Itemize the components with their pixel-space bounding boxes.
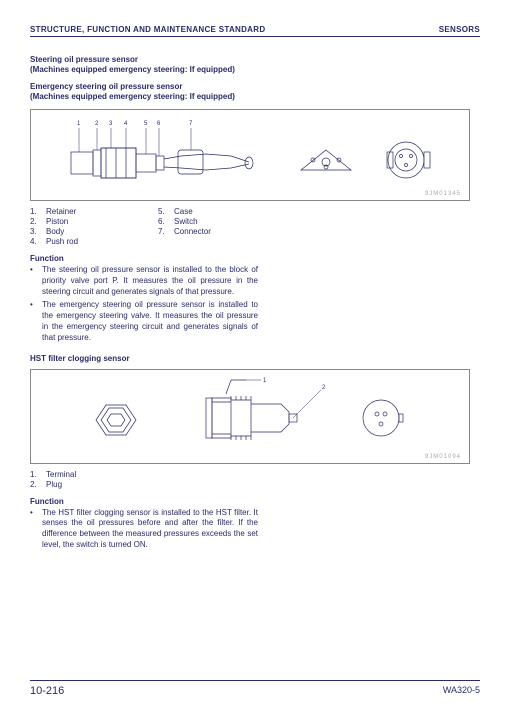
callout: 7 [189, 121, 193, 127]
function2-body: •The HST filter clogging sensor is insta… [30, 508, 258, 551]
figure1: 1 2 3 4 5 6 7 9JM01345 [30, 109, 470, 201]
page-footer: 10-216 WA320-5 [30, 680, 480, 697]
legend-item: 1.Terminal [30, 470, 76, 479]
callout: 1 [263, 378, 267, 384]
callout: 1 [77, 121, 81, 127]
doc-model: WA320-5 [443, 685, 480, 697]
callout: 3 [109, 121, 113, 127]
section1b-title: Emergency steering oil pressure sensor [30, 82, 480, 91]
callout: 5 [144, 121, 148, 127]
legend1: 1.Retainer2.Piston3.Body4.Push rod 5.Cas… [30, 207, 480, 246]
page-number: 10-216 [30, 685, 64, 697]
section1b-sub: (Machines equipped emergency steering: I… [30, 92, 480, 101]
page-header: STRUCTURE, FUNCTION AND MAINTENANCE STAN… [30, 25, 480, 37]
header-right: SENSORS [439, 25, 480, 34]
legend-item: 4.Push rod [30, 237, 78, 246]
legend-item: 3.Body [30, 227, 78, 236]
function2-heading: Function [30, 497, 480, 506]
callout: 2 [95, 121, 99, 127]
callout: 2 [322, 385, 326, 391]
section2-title: HST filter clogging sensor [30, 354, 480, 363]
fig1-code: 9JM01345 [425, 191, 461, 197]
header-left: STRUCTURE, FUNCTION AND MAINTENANCE STAN… [30, 25, 265, 34]
fig2-code: 9JM01094 [425, 454, 461, 460]
legend2: 1.Terminal2.Plug [30, 470, 480, 489]
function-item: •The steering oil pressure sensor is ins… [30, 265, 258, 297]
legend-item: 6.Switch [158, 217, 211, 226]
function1-heading: Function [30, 254, 480, 263]
section1-sub: (Machines equipped emergency steering: I… [30, 65, 480, 74]
legend-item: 5.Case [158, 207, 211, 216]
callout: 6 [157, 121, 161, 127]
legend-item: 1.Retainer [30, 207, 78, 216]
section1-title: Steering oil pressure sensor [30, 55, 480, 64]
function1-body: •The steering oil pressure sensor is ins… [30, 265, 258, 344]
function-item: •The emergency steering oil pressure sen… [30, 300, 258, 343]
legend-item: 2.Plug [30, 480, 76, 489]
legend-item: 2.Piston [30, 217, 78, 226]
callout: 4 [124, 121, 128, 127]
function-item: •The HST filter clogging sensor is insta… [30, 508, 258, 551]
figure2: 1 2 9JM01094 [30, 369, 470, 464]
legend-item: 7.Connector [158, 227, 211, 236]
